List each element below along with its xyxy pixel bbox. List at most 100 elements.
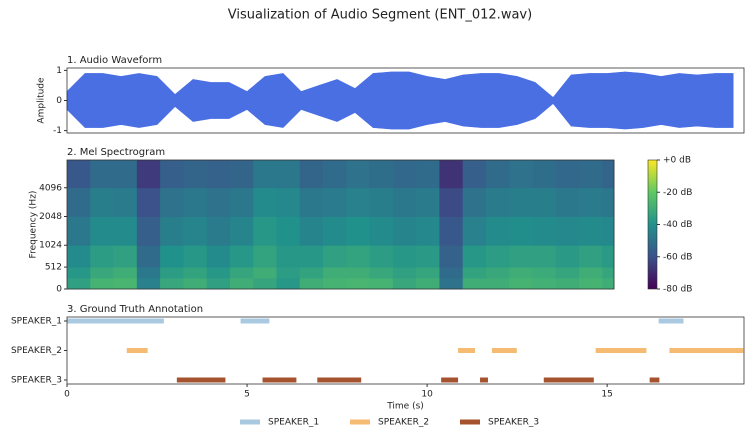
y-tick-label: 1 [56, 66, 62, 76]
spectrogram-cell [160, 160, 184, 189]
spectrogram-cell [160, 187, 184, 217]
spectrogram-cell [113, 187, 138, 217]
spectrogram-cell [67, 278, 91, 290]
spectrogram-cell [439, 267, 464, 279]
x-tick-label: 15 [601, 390, 612, 400]
y-tick-label: SPEAKER_3 [11, 376, 62, 386]
spectrogram-cell [276, 267, 301, 279]
y-tick-label: 0 [56, 285, 62, 295]
x-tick-label: 10 [421, 390, 433, 400]
spectrogram-cell [369, 160, 394, 189]
spectrogram-cell [323, 267, 347, 279]
spectrogram-cell [485, 267, 510, 279]
y-tick-label: 2048 [39, 212, 62, 222]
spectrogram-cell [276, 278, 301, 290]
spectrogram-cell [229, 160, 254, 189]
spectrogram-cell [439, 160, 464, 189]
spectrogram-cell [602, 216, 615, 246]
figure-title: Visualization of Audio Segment (ENT_012.… [228, 8, 532, 23]
spectrogram-cell [602, 278, 615, 290]
spectrogram-cell [323, 187, 347, 217]
waveform-lower [66, 100, 734, 130]
spectrogram-cell [323, 278, 347, 290]
spectrogram-cell [509, 160, 533, 189]
spectrogram-cell [299, 216, 324, 246]
spectrogram-cell [113, 278, 138, 290]
spectrogram-cell [206, 187, 231, 217]
spectrogram-cell [579, 216, 603, 246]
spectrogram-cell [90, 187, 114, 217]
spectrogram-cell [113, 245, 138, 268]
spectrogram-cell [416, 278, 440, 290]
spectrogram-cell [485, 245, 510, 268]
spectrogram-cell [183, 160, 208, 189]
spectrogram-cell [509, 216, 533, 246]
spectrogram-cell [555, 278, 580, 290]
x-axis-label: Time (s) [386, 402, 424, 412]
waveform-upper [66, 71, 734, 101]
spectrogram-cell [532, 160, 557, 189]
axes-frame [66, 316, 745, 385]
spectrogram-cell [206, 267, 231, 279]
legend-label: SPEAKER_2 [378, 418, 429, 428]
panel-title: 2. Mel Spectrogram [67, 147, 165, 158]
spectrogram-cell [416, 187, 440, 217]
spectrogram-cell [160, 216, 184, 246]
spectrogram-cell [136, 278, 161, 290]
spectrogram-cell [369, 245, 394, 268]
spectrogram-cell [113, 267, 138, 279]
spectrogram-cell [253, 216, 277, 246]
spectrogram-cell [183, 278, 208, 290]
spectrogram-cell [462, 216, 487, 246]
spectrogram-cell [416, 216, 440, 246]
spectrogram-cell [67, 160, 91, 189]
x-tick-label: 0 [64, 390, 70, 400]
spectrogram-cell [555, 216, 580, 246]
spectrogram-cell [323, 160, 347, 189]
y-axis-label: Frequency (Hz) [29, 191, 39, 259]
spectrogram-cell [416, 160, 440, 189]
spectrogram-cell [253, 245, 277, 268]
spectrogram-cell [67, 216, 91, 246]
spectrogram-cell [485, 216, 510, 246]
spectrogram-cell [532, 245, 557, 268]
spectrogram-cell [276, 245, 301, 268]
y-tick-label: SPEAKER_2 [11, 346, 62, 356]
spectrogram-cell [555, 267, 580, 279]
y-tick-label: 0 [56, 96, 62, 106]
spectrogram-cell [555, 245, 580, 268]
spectrogram-cell [346, 267, 370, 279]
spectrogram-cell [183, 245, 208, 268]
spectrogram-cell [323, 245, 347, 268]
spectrogram-cell [579, 245, 603, 268]
spectrogram-cell [579, 267, 603, 279]
y-tick-label: 1024 [39, 241, 62, 251]
spectrogram-cell [509, 245, 533, 268]
colorbar-tick-label: +0 dB [663, 156, 691, 166]
panel-title: 1. Audio Waveform [67, 55, 162, 66]
spectrogram-cell [392, 278, 417, 290]
spectrogram-cell [90, 160, 114, 189]
axes-frame [66, 67, 745, 134]
spectrogram-cell [462, 267, 487, 279]
spectrogram-cell [206, 245, 231, 268]
spectrogram-cell [462, 187, 487, 217]
spectrogram-cell [136, 245, 161, 268]
spectrogram-cell [67, 245, 91, 268]
spectrogram-cell [602, 245, 615, 268]
spectrogram-cell [136, 187, 161, 217]
spectrogram-cell [229, 278, 254, 290]
spectrogram-cell [532, 187, 557, 217]
spectrogram-cell [509, 267, 533, 279]
spectrogram-cell [90, 216, 114, 246]
spectrogram-cell [346, 278, 370, 290]
spectrogram-cell [439, 216, 464, 246]
spectrogram-cell [113, 216, 138, 246]
spectrogram-cell [462, 245, 487, 268]
spectrogram-cell [253, 187, 277, 217]
spectrogram-cell [253, 160, 277, 189]
spectrogram-cell [509, 278, 533, 290]
spectrogram-cell [392, 245, 417, 268]
spectrogram-cell [392, 187, 417, 217]
spectrogram-cell [160, 245, 184, 268]
